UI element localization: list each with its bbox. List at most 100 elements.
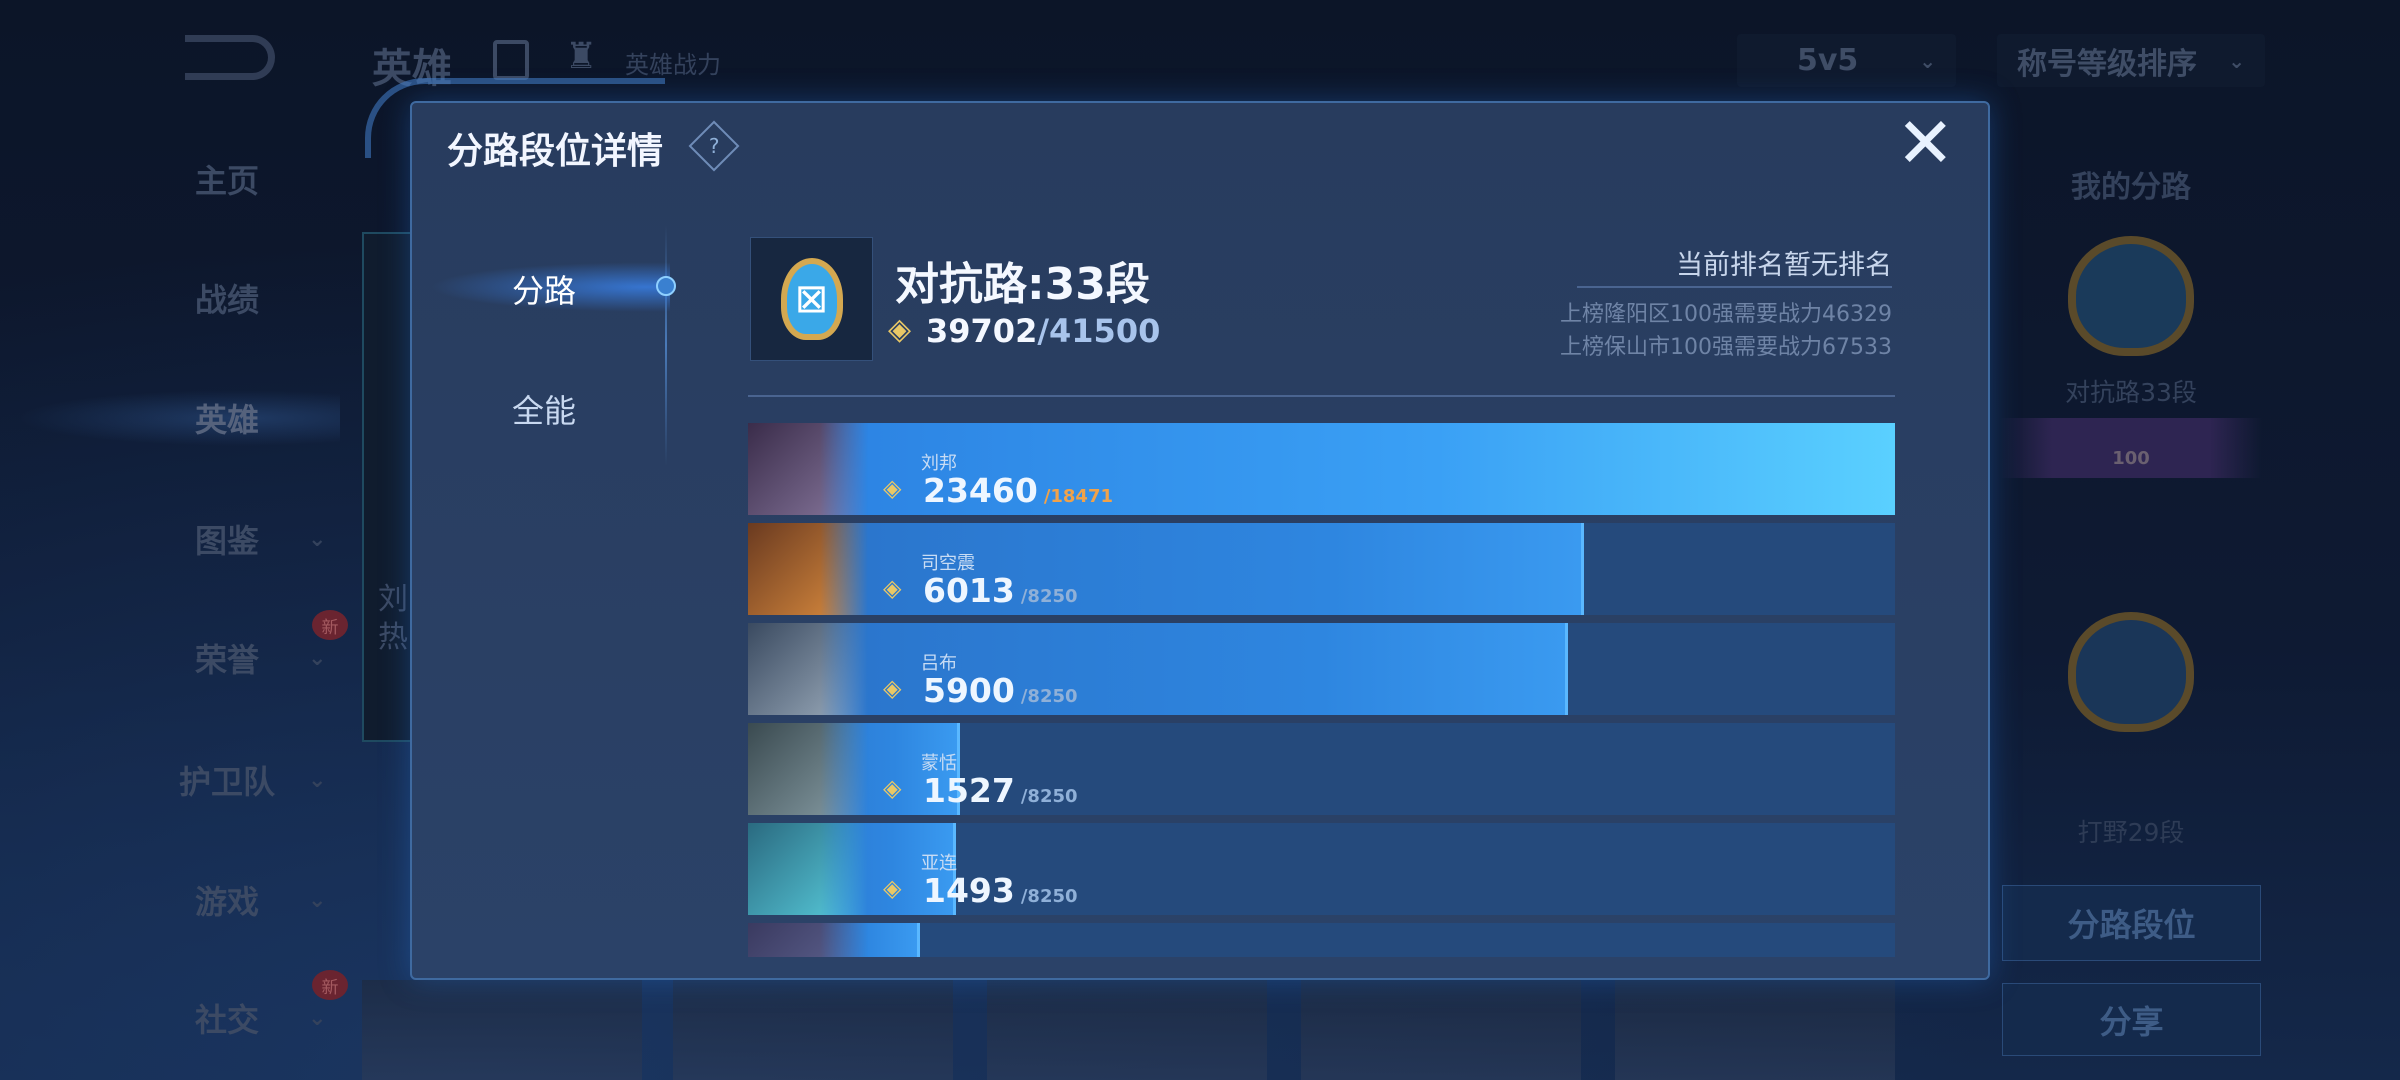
- hero-portrait: [748, 423, 868, 515]
- sidebar-item[interactable]: 主页: [0, 149, 340, 209]
- hero-power-row[interactable]: [748, 923, 1895, 957]
- hero-power-row[interactable]: 刘邦 ◈ 23460/18471: [748, 423, 1895, 515]
- power-icon: ◈: [883, 774, 902, 802]
- right-panel-title: 我的分路: [2071, 170, 2191, 205]
- chevron-down-icon: ⌄: [308, 1005, 327, 1031]
- hero-card[interactable]: [1301, 980, 1581, 1080]
- sidebar-item[interactable]: 护卫队 ⌄: [0, 750, 340, 810]
- hero-power-row[interactable]: 蒙恬 ◈ 1527/8250: [748, 723, 1895, 815]
- hero-card[interactable]: [987, 980, 1267, 1080]
- new-badge: 新: [312, 610, 348, 640]
- power-target: /41500: [1037, 312, 1161, 350]
- chevron-down-icon: ⌄: [308, 887, 327, 913]
- sort-select[interactable]: 称号等级排序 ⌄: [1997, 34, 2265, 87]
- sidebar-item[interactable]: 英雄: [0, 388, 340, 448]
- close-icon[interactable]: ✕: [1896, 102, 1955, 184]
- power-progress-fill: [748, 523, 1584, 615]
- hero-power-value: 1527: [923, 771, 1015, 810]
- lane-rank-button[interactable]: 分路段位: [2002, 885, 2261, 961]
- hero-power: 1527/8250: [923, 771, 1078, 810]
- hero-power-max: /18471: [1043, 486, 1114, 507]
- new-badge: 新: [312, 970, 348, 1000]
- power-progress-fill: [748, 623, 1569, 715]
- sidebar-item-label: 社交: [194, 1001, 260, 1039]
- list-icon[interactable]: [493, 40, 529, 80]
- hero-power-value: 5900: [923, 671, 1015, 710]
- rank-status: 当前排名暂无排名: [1676, 250, 1892, 281]
- rank-title: 对抗路:33段: [895, 259, 1150, 310]
- hero-name: 亚连: [921, 853, 957, 874]
- share-button[interactable]: 分享: [2002, 983, 2261, 1056]
- hero-portrait: [748, 823, 868, 915]
- lane1-label: 对抗路33段: [2065, 378, 2197, 407]
- mode-select[interactable]: 5v5 ⌄: [1737, 34, 1956, 87]
- chevron-down-icon: ⌄: [1919, 48, 1936, 73]
- rank-status-divider: [1577, 286, 1892, 288]
- sidebar-item[interactable]: 游戏 ⌄: [0, 870, 340, 930]
- sidebar-item-label: 图鉴: [194, 522, 260, 560]
- helmet-icon[interactable]: ♜: [565, 36, 598, 77]
- chevron-down-icon: ⌄: [308, 645, 327, 671]
- top-lane-badge-icon[interactable]: [2068, 236, 2194, 356]
- hero-power-row[interactable]: 吕布 ◈ 5900/8250: [748, 623, 1895, 715]
- hero-name: 吕布: [921, 653, 957, 674]
- tab-all-round[interactable]: 全能: [512, 392, 577, 430]
- sidebar-item[interactable]: 战绩: [0, 268, 340, 328]
- tab-active-glow: [430, 262, 670, 312]
- rank-badge-icon: ⊠: [750, 237, 873, 361]
- sidebar-item-label: 主页: [194, 162, 260, 200]
- sidebar-item[interactable]: 图鉴 ⌄: [0, 509, 340, 569]
- hero-name: 司空震: [921, 553, 975, 574]
- jungle-badge-icon[interactable]: [2068, 612, 2194, 732]
- hero-power-row[interactable]: 司空震 ◈ 6013/8250: [748, 523, 1895, 615]
- power-icon: ◈: [883, 474, 902, 502]
- lane2-label: 打野29段: [2077, 818, 2185, 847]
- back-icon[interactable]: [185, 35, 275, 80]
- hero-power-max: /8250: [1020, 786, 1078, 807]
- hero-portrait: [748, 523, 868, 615]
- hero-power: 5900/8250: [923, 671, 1078, 710]
- rank-banner: 100: [2000, 418, 2262, 478]
- hero-card[interactable]: [362, 980, 642, 1080]
- list-clip: [748, 957, 1895, 977]
- sidebar-item-label: 英雄: [194, 401, 260, 439]
- card-text-2: 热: [378, 620, 408, 655]
- hero-card[interactable]: [1615, 980, 1895, 1080]
- card-text-1: 刘: [378, 582, 408, 617]
- sidebar-item-label: 战绩: [194, 281, 260, 319]
- power-icon: ◈: [883, 874, 902, 902]
- power-icon: ◈: [883, 574, 902, 602]
- mode-select-value: 5v5: [1797, 43, 1859, 78]
- tab-active-dot: [656, 276, 676, 296]
- tab-lane[interactable]: 分路: [512, 272, 577, 310]
- hero-power-value: 6013: [923, 571, 1015, 610]
- sidebar-item-label: 护卫队: [178, 763, 276, 801]
- tab-divider: [665, 225, 667, 465]
- hero-power-max: /8250: [1020, 886, 1078, 907]
- hero-power-value: 1493: [923, 871, 1015, 910]
- chevron-down-icon: ⌄: [2228, 48, 2245, 73]
- sidebar-item[interactable]: 荣誉 ⌄: [0, 628, 340, 688]
- hero-power-max: /8250: [1020, 586, 1078, 607]
- hero-power: 1493/8250: [923, 871, 1078, 910]
- city-requirement: 上榜保山市100强需要战力67533: [1560, 335, 1892, 360]
- hero-portrait: [748, 723, 868, 815]
- hero-power: 6013/8250: [923, 571, 1078, 610]
- hero-portrait: [748, 623, 868, 715]
- sort-select-value: 称号等级排序: [2017, 46, 2197, 82]
- sidebar-item-label: 荣誉: [194, 641, 260, 679]
- header-subtitle[interactable]: 英雄战力: [625, 51, 721, 79]
- hero-power-max: /8250: [1020, 686, 1078, 707]
- hero-power: 23460/18471: [923, 471, 1113, 510]
- hero-name: 蒙恬: [921, 753, 957, 774]
- power-icon: ◈: [883, 674, 902, 702]
- chevron-down-icon: ⌄: [308, 526, 327, 552]
- hero-card[interactable]: [673, 980, 953, 1080]
- power-score: 39702/41500: [926, 312, 1160, 350]
- power-progress-fill: [748, 423, 1895, 515]
- rank-banner-value: 100: [2112, 448, 2150, 469]
- section-divider: [748, 395, 1895, 397]
- hero-power-row[interactable]: 亚连 ◈ 1493/8250: [748, 823, 1895, 915]
- sidebar-item[interactable]: 社交 ⌄: [0, 988, 340, 1048]
- modal-ornament: [365, 78, 665, 158]
